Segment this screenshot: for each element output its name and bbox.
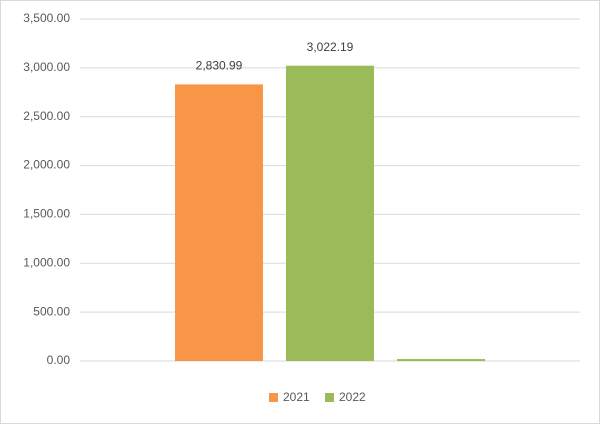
y-tick-label: 2,000.00: [23, 158, 70, 172]
y-tick-label: 0.00: [47, 353, 71, 367]
legend-label: 2022: [339, 390, 366, 404]
y-tick-label: 2,500.00: [23, 109, 70, 123]
legend-swatch: [269, 393, 278, 402]
bar: [286, 65, 374, 361]
y-tick-label: 1,000.00: [23, 255, 70, 269]
legend-swatch: [325, 393, 334, 402]
bar: [397, 359, 485, 361]
legend-label: 2021: [283, 390, 310, 404]
y-tick-label: 500.00: [33, 304, 70, 318]
y-tick-label: 1,500.00: [23, 207, 70, 221]
data-label: 2,830.99: [196, 59, 243, 73]
y-tick-label: 3,000.00: [23, 60, 70, 74]
y-tick-label: 3,500.00: [23, 11, 70, 25]
bar: [175, 84, 263, 362]
data-label: 3,022.19: [307, 40, 354, 54]
